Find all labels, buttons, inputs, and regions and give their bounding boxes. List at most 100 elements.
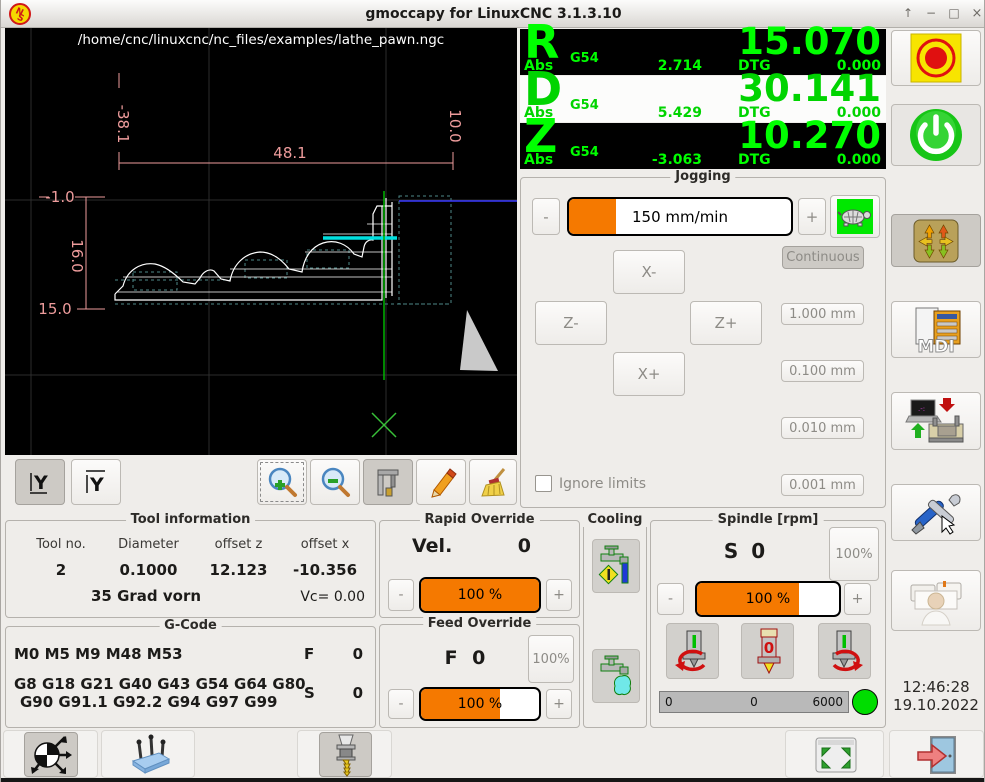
f-value: 0 (352, 645, 363, 663)
jog-z-minus-button[interactable]: Z- (535, 301, 607, 345)
ignore-limits-checkbox[interactable] (535, 475, 552, 492)
clock-time: 12:46:28 (902, 678, 970, 696)
jogging-panel: Jogging - 150 mm/min + Continuous X- Z- … (520, 169, 886, 508)
power-icon (910, 109, 962, 161)
spindle-ccw-button[interactable] (666, 623, 719, 679)
window-bottom-edge (1, 778, 984, 782)
jog-speed-minus-button[interactable]: - (532, 198, 560, 235)
increment-1mm-button[interactable]: 1.000 mm (781, 303, 864, 325)
tool-paths (117, 223, 392, 293)
dim-16: 16.0 (68, 239, 86, 272)
dimension-tool-button[interactable] (363, 459, 413, 505)
continuous-button[interactable]: Continuous (782, 246, 864, 269)
touch-off-well (3, 730, 98, 778)
spindle-override-bar[interactable]: 100 % (695, 581, 841, 617)
feed-reset-button[interactable]: 100% (528, 635, 574, 683)
rapid-minus-button[interactable]: - (388, 579, 414, 611)
rapid-override-value: 100 % (457, 587, 503, 603)
dim-15: 15.0 (38, 300, 71, 318)
f-label: F (304, 645, 315, 663)
rapid-override-panel: Rapid Override Vel. 0 - 100 % + (379, 512, 580, 618)
spindle-cw-button[interactable] (818, 623, 871, 679)
dro-coord-system: G54 (570, 51, 599, 66)
dtg-label: DTG (738, 58, 771, 74)
edit-button[interactable] (416, 459, 466, 505)
maximize-button[interactable]: □ (948, 6, 960, 20)
increment-0001mm-button[interactable]: 0.001 mm (781, 474, 864, 496)
spindle-at-speed-indicator (852, 689, 878, 715)
jog-speed-plus-button[interactable]: + (798, 198, 826, 235)
dtg-label: DTG (738, 105, 771, 121)
estop-button[interactable] (891, 30, 981, 86)
jogging-title: Jogging (670, 169, 736, 184)
zoom-out-button[interactable] (310, 459, 360, 505)
user-tabs-button[interactable] (891, 570, 981, 631)
auto-mode-button[interactable]: .-: (891, 392, 981, 450)
exit-button[interactable] (911, 732, 964, 777)
dro-row-d[interactable]: D G54 30.141 Abs 5.429 DTG 0.000 (520, 66, 886, 122)
window-title: gmoccapy for LinuxCNC 3.1.3.10 (365, 6, 622, 22)
manual-mode-button[interactable] (891, 214, 981, 267)
dro-value: 15.070 (738, 20, 881, 63)
feed-override-panel: Feed Override F 0 100% - 100 % + (379, 616, 580, 728)
mdi-mode-button[interactable]: MDI (891, 301, 981, 358)
exit-icon (916, 735, 956, 774)
dim-10: 10.0 (446, 109, 464, 142)
dro-row-r[interactable]: R G54 15.070 Abs 2.714 DTG 0.000 (520, 19, 886, 75)
rapid-override-bar[interactable]: 100 % (419, 577, 541, 613)
close-button[interactable]: × (971, 6, 983, 21)
turtle-jog-button[interactable] (830, 195, 880, 238)
increment-001mm-button[interactable]: 0.010 mm (781, 417, 864, 439)
tool-measure-button[interactable] (319, 732, 372, 777)
minimize-button[interactable]: − (925, 6, 937, 20)
broom-icon (481, 468, 506, 497)
touch-off-button[interactable] (24, 732, 78, 777)
jog-speed-bar[interactable]: 150 mm/min (567, 197, 793, 236)
settings-button[interactable] (891, 484, 981, 541)
machine-on-button[interactable] (891, 104, 981, 166)
spindle-stop-button[interactable]: 0 (741, 623, 794, 679)
feed-minus-button[interactable]: - (388, 689, 414, 719)
zoom-in-button[interactable] (257, 459, 307, 505)
s-value: 0 (352, 684, 363, 702)
s-label: S (304, 684, 315, 702)
gcode-preview[interactable]: /home/cnc/linuxcnc/nc_files/examples/lat… (5, 28, 517, 455)
y-dim-icon: Y (30, 472, 48, 494)
mdi-icon: MDI (915, 307, 961, 354)
y-dim-icon: Y (86, 470, 105, 496)
flood-coolant-button[interactable] (592, 649, 640, 703)
clear-plot-button[interactable] (469, 459, 517, 505)
ignore-limits-row: Ignore limits (535, 475, 646, 492)
svg-text:Y: Y (33, 472, 48, 494)
y-dim-button-2[interactable]: Y (71, 459, 121, 505)
emergency-stop-icon (910, 33, 962, 83)
tool-measure-icon (336, 734, 355, 777)
fullscreen-button[interactable] (810, 732, 862, 777)
shade-button[interactable]: ↑ (902, 6, 914, 20)
feed-override-bar[interactable]: 100 % (419, 687, 541, 721)
origin-marker (371, 412, 397, 438)
feed-override-value: 100 % (457, 696, 503, 712)
active-g-codes-line1: G8 G18 G21 G40 G43 G54 G64 G80 (14, 675, 306, 693)
block-height-button[interactable] (122, 732, 176, 777)
dro-row-z[interactable]: Z G54 10.270 Abs -3.063 DTG 0.000 (520, 113, 886, 169)
spindle-plus-button[interactable]: + (844, 583, 871, 615)
svg-text:.-:: .-: (918, 405, 925, 413)
rapid-override-title: Rapid Override (419, 512, 540, 527)
mist-coolant-button[interactable] (592, 539, 640, 593)
mist-coolant-icon (598, 545, 629, 585)
rapid-plus-button[interactable]: + (546, 579, 572, 611)
feed-plus-button[interactable]: + (546, 689, 572, 719)
dro-axis-letter: Z (524, 109, 558, 163)
caliper-icon (377, 469, 399, 497)
spindle-minus-button[interactable]: - (657, 583, 684, 615)
title-bar: N S gmoccapy for LinuxCNC 3.1.3.10 ↑ − □… (1, 0, 984, 28)
tool-description: 35 Grad vorn (90, 587, 202, 605)
diameter-value: 0.1000 (119, 561, 178, 579)
spindle-reset-button[interactable]: 100% (829, 527, 879, 581)
jog-z-plus-button[interactable]: Z+ (690, 301, 762, 345)
jog-x-plus-button[interactable]: X+ (613, 352, 685, 396)
y-dim-button-1[interactable]: Y (15, 459, 65, 505)
increment-01mm-button[interactable]: 0.100 mm (781, 360, 864, 382)
jog-x-minus-button[interactable]: X- (613, 250, 685, 294)
